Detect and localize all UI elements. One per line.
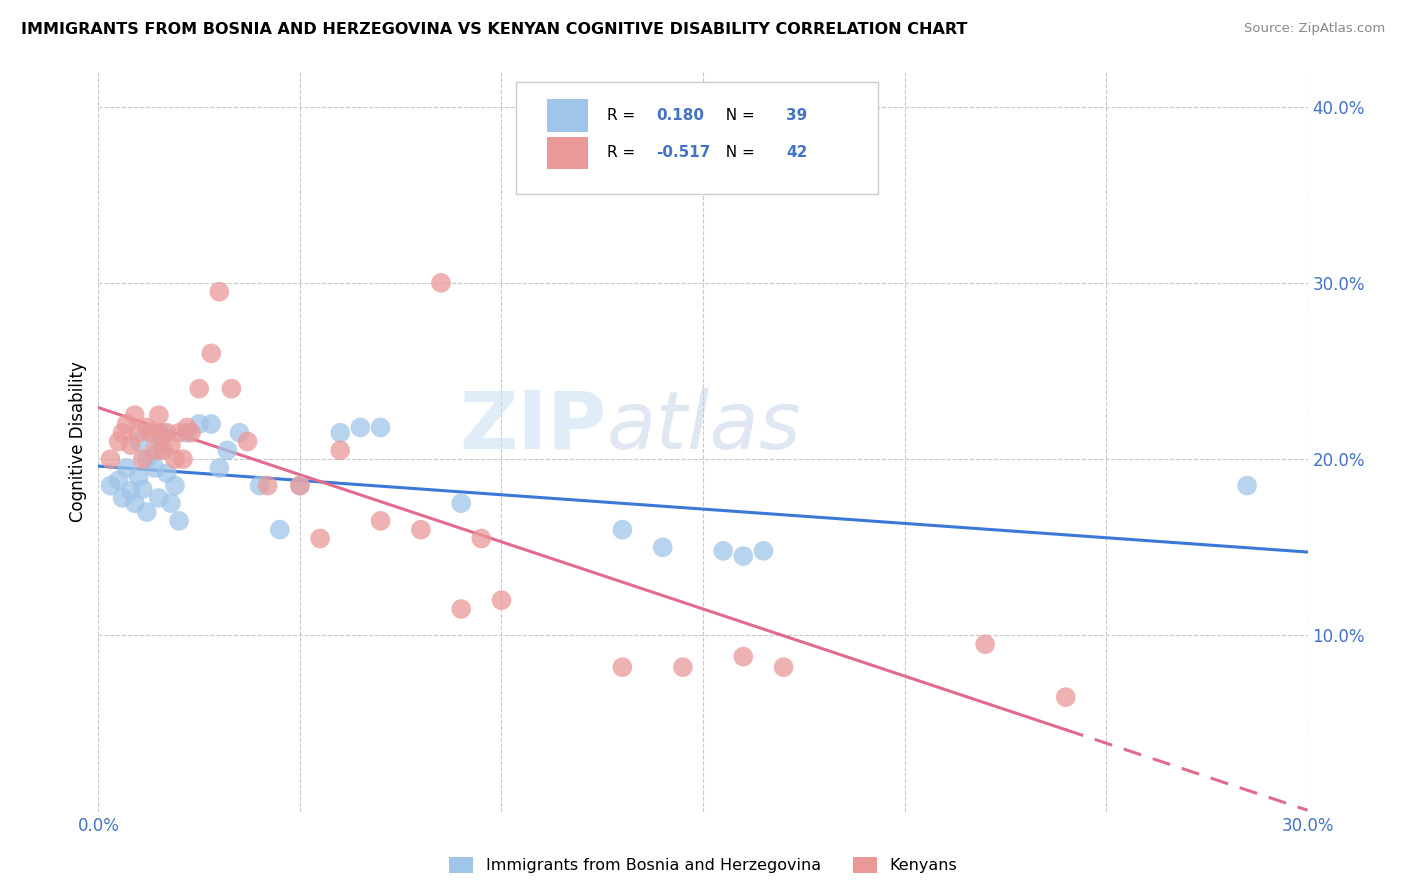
Point [132,452,155,467]
Point [143,461,166,475]
Point [651,541,673,555]
Point [188,382,211,396]
Point [733,549,755,563]
Point [180,425,202,440]
FancyBboxPatch shape [547,136,588,169]
Point [172,452,194,467]
Point [450,602,472,616]
Point [470,532,492,546]
Point [176,420,198,434]
Text: R =: R = [607,108,641,123]
Point [163,478,186,492]
Point [409,523,432,537]
Legend: Immigrants from Bosnia and Herzegovina, Kenyans: Immigrants from Bosnia and Herzegovina, … [443,850,963,880]
Text: ZIP: ZIP [458,388,606,466]
Point [160,438,183,452]
Text: R =: R = [607,145,641,161]
Point [124,408,146,422]
Point [288,478,311,492]
Text: -0.517: -0.517 [655,145,710,161]
Point [148,408,170,422]
Point [167,425,190,440]
Point [128,425,150,440]
Point [160,496,183,510]
Text: 0.180: 0.180 [655,108,704,123]
Point [163,452,186,467]
Text: IMMIGRANTS FROM BOSNIA AND HERZEGOVINA VS KENYAN COGNITIVE DISABILITY CORRELATIO: IMMIGRANTS FROM BOSNIA AND HERZEGOVINA V… [21,22,967,37]
Text: 42: 42 [786,145,808,161]
Text: atlas: atlas [606,388,801,466]
Point [148,491,170,505]
Point [120,483,142,498]
Point [974,637,997,651]
Y-axis label: Cognitive Disability: Cognitive Disability [69,361,87,522]
Point [217,443,239,458]
Point [672,660,695,674]
Point [143,443,166,458]
Text: N =: N = [716,108,759,123]
Point [148,425,170,440]
Point [111,425,134,440]
Point [370,514,392,528]
Point [124,496,146,510]
Point [152,425,174,440]
Point [120,438,142,452]
Point [111,491,134,505]
Point [200,346,222,360]
Point [1236,478,1258,492]
Point [176,425,198,440]
Point [139,425,162,440]
Point [128,434,150,449]
Point [115,461,138,475]
FancyBboxPatch shape [516,82,879,194]
Text: 39: 39 [786,108,807,123]
Point [309,532,332,546]
Point [135,452,157,467]
Point [612,523,634,537]
Point [349,420,371,434]
Point [269,523,291,537]
Point [156,467,179,481]
Point [288,478,311,492]
Point [491,593,513,607]
Point [132,482,155,496]
Point [100,478,122,492]
Text: N =: N = [716,145,759,161]
Point [128,470,150,484]
Point [370,420,392,434]
Point [236,434,259,449]
Point [107,473,129,487]
Point [228,425,250,440]
Point [772,660,794,674]
Point [221,382,243,396]
Point [733,649,755,664]
Point [135,505,157,519]
Point [107,434,129,449]
Point [329,425,352,440]
Point [256,478,278,492]
Point [152,443,174,458]
Point [612,660,634,674]
Point [139,425,162,440]
Point [430,276,453,290]
Point [450,496,472,510]
Point [200,417,222,431]
Point [752,544,775,558]
Point [135,420,157,434]
Text: Source: ZipAtlas.com: Source: ZipAtlas.com [1244,22,1385,36]
Point [167,514,190,528]
Point [249,478,271,492]
Point [329,443,352,458]
Point [100,452,122,467]
Point [208,461,231,475]
Point [148,443,170,458]
Point [711,544,734,558]
Point [208,285,231,299]
Point [1054,690,1077,705]
Point [115,417,138,431]
Point [188,417,211,431]
FancyBboxPatch shape [547,100,588,132]
Point [156,425,179,440]
